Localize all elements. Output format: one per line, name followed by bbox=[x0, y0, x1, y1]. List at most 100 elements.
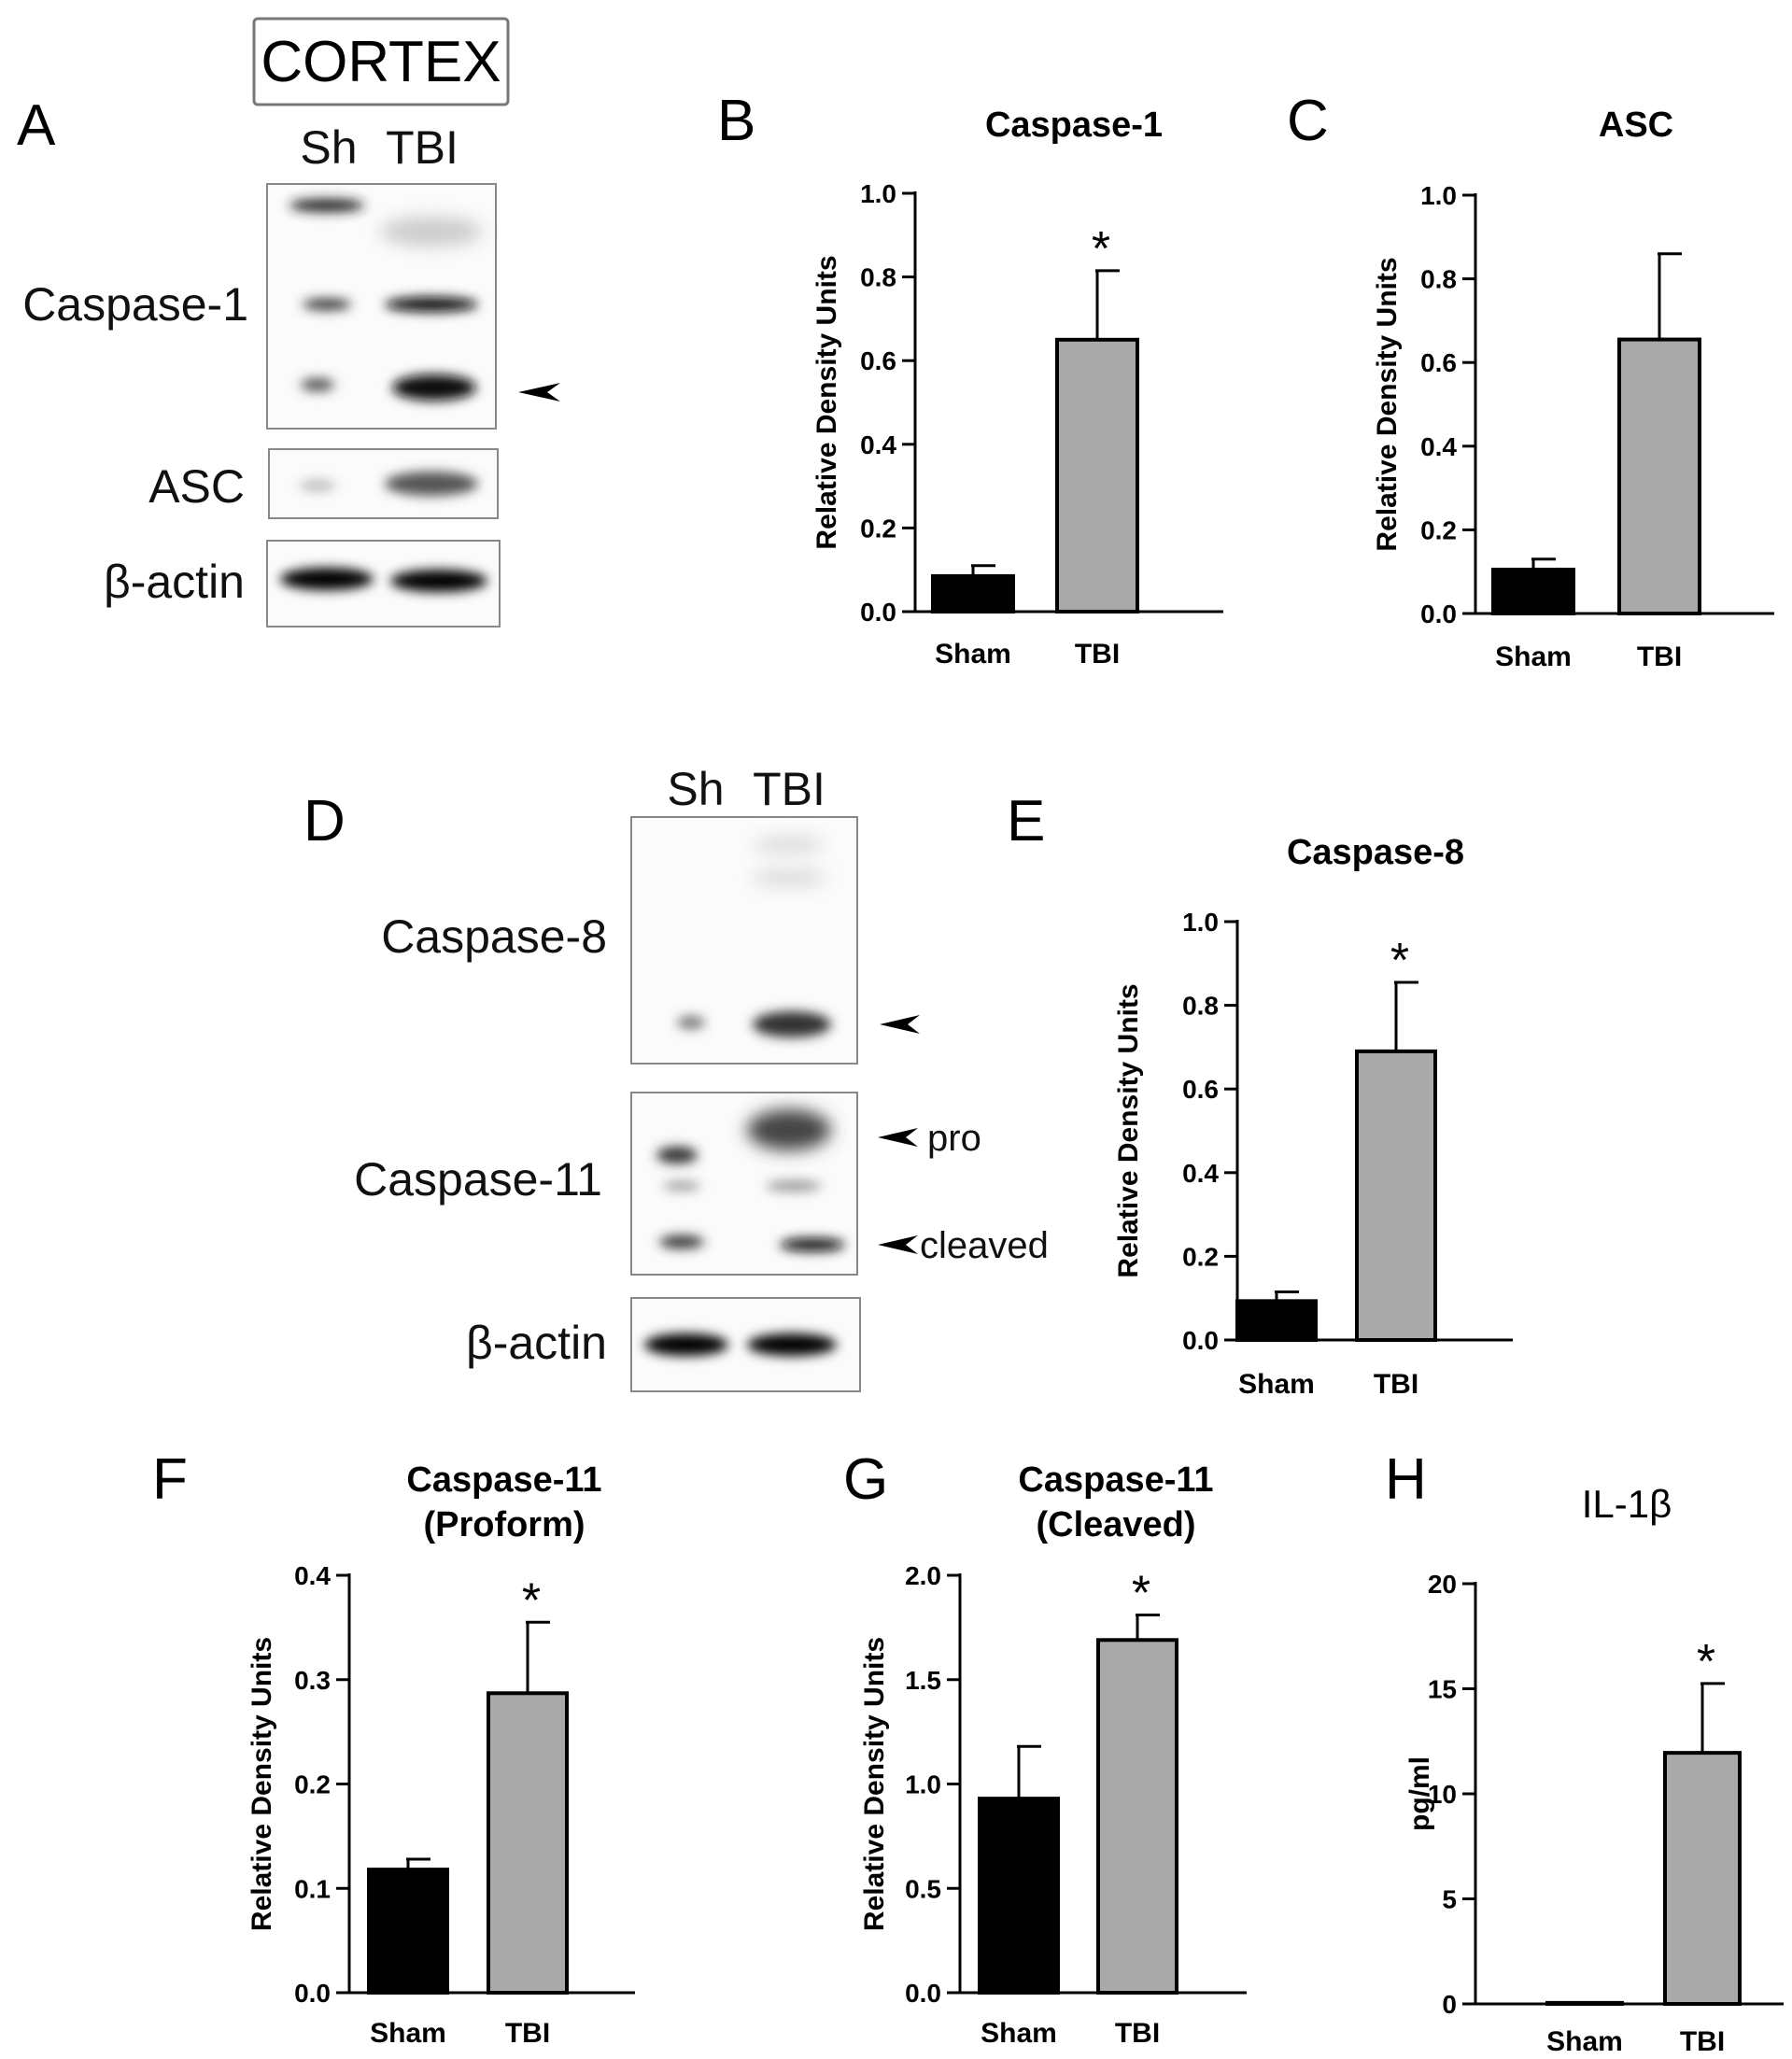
y-tick-label-f: 0.2 bbox=[294, 1770, 331, 1799]
y-tick-label-c: 0.0 bbox=[1420, 599, 1457, 628]
bar-sham-f bbox=[367, 1868, 449, 1996]
category-label-sham-c: Sham bbox=[1495, 642, 1572, 672]
chart-subtitle-f: (Proform) bbox=[423, 1505, 585, 1544]
lane-label-sh: Sh bbox=[300, 121, 357, 174]
category-label-tbi-b: TBI bbox=[1075, 639, 1120, 670]
y-tick-label-g: 1.5 bbox=[905, 1666, 941, 1695]
caspase8-blot-label: Caspase-8 bbox=[381, 910, 607, 963]
y-tick-label-c: 0.2 bbox=[1420, 515, 1457, 544]
y-tick-label-c: 1.0 bbox=[1420, 181, 1457, 210]
y-tick-label-g: 0.0 bbox=[905, 1979, 941, 2008]
y-tick-label-b: 0.2 bbox=[860, 514, 896, 543]
panel-letter-b: B bbox=[717, 89, 755, 153]
significance-star-f: * bbox=[522, 1573, 541, 1628]
y-axis-label-h: pg/ml bbox=[1404, 1756, 1435, 1831]
y-tick-label-f: 0.1 bbox=[294, 1874, 331, 1903]
caspase11-bands bbox=[656, 1109, 845, 1251]
caspase1-blot-label: Caspase-1 bbox=[22, 278, 248, 331]
panel-letter-a: A bbox=[17, 93, 56, 158]
chart-title-f: Caspase-11 bbox=[406, 1460, 601, 1500]
y-axis-label-e: Relative Density Units bbox=[1113, 983, 1144, 1277]
category-label-sham-b: Sham bbox=[935, 639, 1011, 670]
bar-chart-f: F Caspase-11 (Proform) 0.0 0.1 0.2 0.3 0.4 Relat… bbox=[152, 1447, 635, 2049]
actin-blot-label-d: β-actin bbox=[466, 1317, 607, 1369]
panel-letter-e: E bbox=[1007, 789, 1045, 853]
y-tick-label-c: 0.6 bbox=[1420, 348, 1457, 377]
y-tick-label-b: 0.6 bbox=[860, 346, 896, 375]
chart-title-g: Caspase-11 bbox=[1018, 1460, 1213, 1500]
lane-label-tbi: TBI bbox=[386, 121, 459, 174]
pro-annotation: pro bbox=[927, 1118, 981, 1159]
pro-arrow-icon bbox=[878, 1128, 918, 1147]
chart-title-b: Caspase-1 bbox=[985, 106, 1163, 145]
category-label-sham-f: Sham bbox=[370, 2018, 446, 2049]
y-tick-label-b: 0.0 bbox=[860, 598, 896, 627]
significance-star-h: * bbox=[1697, 1635, 1715, 1689]
actin-bands-a bbox=[280, 568, 487, 592]
y-axis-label-c: Relative Density Units bbox=[1372, 257, 1403, 551]
category-label-sham-e: Sham bbox=[1238, 1369, 1315, 1400]
category-label-sham-g: Sham bbox=[981, 2018, 1057, 2049]
caspase11-blot-label: Caspase-11 bbox=[354, 1153, 602, 1206]
y-tick-label-b: 0.4 bbox=[860, 430, 896, 459]
asc-bands bbox=[299, 472, 478, 496]
cortex-label: CORTEX bbox=[261, 30, 501, 94]
cleaved-arrow-icon bbox=[878, 1235, 918, 1254]
significance-star-e: * bbox=[1390, 934, 1409, 988]
actin-bands-d bbox=[644, 1333, 837, 1356]
category-label-tbi-e: TBI bbox=[1374, 1369, 1418, 1400]
y-tick-label-h: 10 bbox=[1428, 1780, 1457, 1809]
y-tick-label-e: 1.0 bbox=[1182, 908, 1219, 937]
category-label-tbi-c: TBI bbox=[1637, 642, 1682, 672]
bar-sham-g bbox=[978, 1797, 1060, 1996]
caspase1-bands bbox=[289, 199, 483, 401]
category-label-sham-h: Sham bbox=[1546, 2026, 1623, 2057]
y-tick-label-f: 0.3 bbox=[294, 1666, 331, 1695]
y-tick-label-e: 0.8 bbox=[1182, 992, 1219, 1021]
panel-letter-g: G bbox=[843, 1447, 888, 1512]
y-tick-label-c: 0.8 bbox=[1420, 265, 1457, 294]
bar-sham-b bbox=[931, 573, 1015, 613]
chart-title-e: Caspase-8 bbox=[1287, 833, 1464, 872]
cleaved-annotation: cleaved bbox=[920, 1225, 1049, 1266]
y-tick-label-f: 0.0 bbox=[294, 1979, 331, 2008]
y-tick-label-h: 20 bbox=[1428, 1570, 1457, 1599]
y-tick-label-g: 1.0 bbox=[905, 1770, 941, 1799]
actin-blot-label-a: β-actin bbox=[104, 556, 245, 608]
significance-star-g: * bbox=[1132, 1566, 1150, 1620]
bar-tbi-c bbox=[1617, 337, 1701, 615]
y-tick-label-f: 0.4 bbox=[294, 1561, 331, 1590]
bar-chart-b: B Caspase-1 0.0 0.2 0.4 0.6 0.8 1.0 Relative Den… bbox=[717, 89, 1223, 670]
significance-star-b: * bbox=[1092, 222, 1110, 276]
asc-blot-label: ASC bbox=[148, 460, 245, 513]
y-axis-label-g: Relative Density Units bbox=[859, 1637, 890, 1931]
bar-tbi-h bbox=[1663, 1751, 1742, 2006]
y-tick-label-h: 0 bbox=[1442, 1990, 1457, 2019]
y-axis-label-f: Relative Density Units bbox=[247, 1637, 277, 1931]
bar-tbi-f bbox=[487, 1691, 569, 1995]
bar-charts: B Caspase-1 0.0 0.2 0.4 0.6 0.8 1.0 Relative Den… bbox=[152, 89, 1784, 2057]
panel-letter-h: H bbox=[1385, 1447, 1427, 1512]
bar-chart-c: C ASC 0.0 0.2 0.4 0.6 0.8 1.0 Relative Density U… bbox=[1287, 89, 1774, 672]
caspase8-bands bbox=[677, 836, 831, 1037]
y-axis-label-b: Relative Density Units bbox=[811, 255, 842, 549]
blot-panel-d: D Sh TBI Caspase-8 Caspase-11 pro cleave… bbox=[303, 763, 1049, 1392]
caspase8-arrow-icon bbox=[880, 1015, 920, 1034]
y-tick-label-b: 1.0 bbox=[860, 179, 896, 208]
lane-label-tbi-d: TBI bbox=[753, 763, 825, 815]
y-tick-label-h: 15 bbox=[1428, 1675, 1457, 1704]
y-tick-label-e: 0.6 bbox=[1182, 1075, 1219, 1104]
lane-label-sh-d: Sh bbox=[667, 763, 724, 815]
chart-title-h: IL-1β bbox=[1582, 1482, 1672, 1526]
bar-sham-c bbox=[1491, 567, 1575, 616]
category-label-tbi-g: TBI bbox=[1115, 2018, 1160, 2049]
panel-letter-f: F bbox=[152, 1447, 188, 1512]
bar-chart-g: G Caspase-11 (Cleaved) 0.0 0.5 1.0 1.5 2.0 Relat… bbox=[843, 1447, 1247, 2049]
panel-letter-c: C bbox=[1287, 89, 1329, 153]
blot-panel-a: CORTEX A Sh TBI Caspase-1 ASC β-actin bbox=[17, 17, 560, 628]
bar-tbi-g bbox=[1096, 1638, 1178, 1996]
bar-sham-h bbox=[1545, 2000, 1624, 2006]
y-tick-label-e: 0.0 bbox=[1182, 1326, 1219, 1355]
category-label-tbi-h: TBI bbox=[1680, 2026, 1725, 2057]
